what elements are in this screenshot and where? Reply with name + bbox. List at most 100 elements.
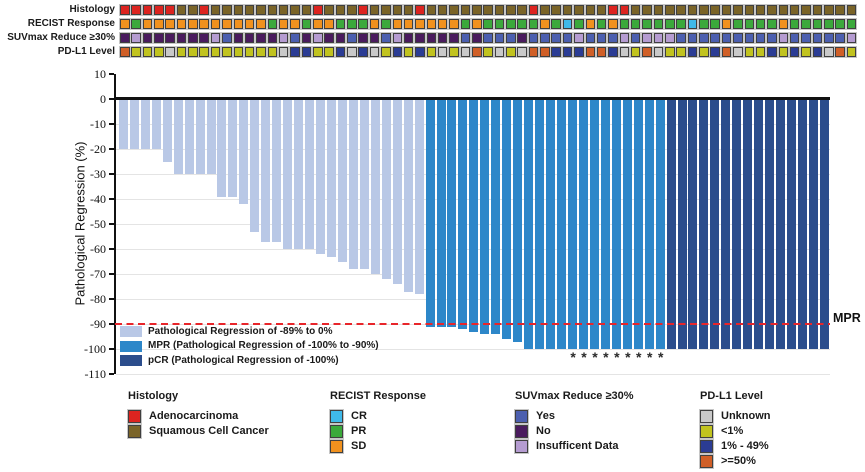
track-cell-histology — [665, 5, 675, 15]
track-cell-histology — [347, 5, 357, 15]
track-cell-suvmax — [665, 33, 675, 43]
track-cell-recist — [313, 19, 323, 29]
track-cell-histology — [608, 5, 618, 15]
gridline — [116, 349, 830, 350]
track-cell-histology — [210, 5, 221, 15]
track-cell-pdl1 — [222, 47, 232, 57]
mpr-threshold-line — [115, 322, 830, 325]
y-tick-label: -80 — [90, 292, 106, 306]
track-cell-suvmax — [517, 33, 527, 43]
track-cell-recist — [710, 19, 720, 29]
bar — [469, 99, 479, 332]
track-cell-suvmax — [392, 33, 403, 43]
track-cell-recist — [494, 19, 505, 29]
track-cell-histology — [653, 5, 664, 15]
legend-swatch — [515, 440, 528, 453]
bar — [732, 99, 742, 349]
y-tick-label: 10 — [94, 67, 106, 81]
bar — [348, 99, 358, 269]
track-cell-histology — [256, 5, 266, 15]
track-cell-recist — [596, 19, 607, 29]
track-cell-histology — [358, 5, 368, 15]
track-cell-pdl1 — [449, 47, 459, 57]
bar — [151, 99, 161, 149]
y-tick-mark — [109, 123, 114, 125]
bar — [195, 99, 205, 174]
track-cell-suvmax — [131, 33, 141, 43]
track-cell-recist — [835, 19, 845, 29]
bar — [611, 99, 621, 349]
bar — [578, 99, 588, 349]
y-tick-label: -70 — [90, 267, 106, 281]
track-cell-pdl1 — [630, 47, 641, 57]
track-cell-recist — [506, 19, 516, 29]
track-cell-suvmax — [381, 33, 391, 43]
track-cell-pdl1 — [381, 47, 391, 57]
track-cell-pdl1 — [278, 47, 289, 57]
track-cell-histology — [188, 5, 198, 15]
track-cell-recist — [392, 19, 403, 29]
track-cell-histology — [767, 5, 777, 15]
bar — [305, 99, 315, 249]
track-cell-pdl1 — [540, 47, 550, 57]
track-cell-recist — [528, 19, 539, 29]
y-tick-mark — [109, 173, 114, 175]
bar — [743, 99, 753, 349]
track-cell-histology — [176, 5, 187, 15]
track-cell-suvmax — [256, 33, 266, 43]
track-cell-suvmax — [301, 33, 312, 43]
track-cell-histology — [801, 5, 811, 15]
y-tick-label: -20 — [90, 142, 106, 156]
track-cell-recist — [142, 19, 153, 29]
track-cell-suvmax — [540, 33, 550, 43]
track-cell-recist — [256, 19, 266, 29]
track-cell-pdl1 — [176, 47, 187, 57]
track-cell-histology — [676, 5, 686, 15]
track-cell-suvmax — [608, 33, 618, 43]
track-cell-suvmax — [528, 33, 539, 43]
track-cell-histology — [528, 5, 539, 15]
track-cell-histology — [120, 5, 130, 15]
track-cell-histology — [846, 5, 857, 15]
track-cell-recist — [290, 19, 300, 29]
track-cell-pdl1 — [528, 47, 539, 57]
bar — [513, 99, 523, 342]
track-cell-recist — [801, 19, 811, 29]
track-cell-pdl1 — [767, 47, 777, 57]
track-cell-suvmax — [154, 33, 164, 43]
track-cell-recist — [176, 19, 187, 29]
track-cell-recist — [131, 19, 141, 29]
bar — [359, 99, 369, 269]
track-cell-recist — [699, 19, 709, 29]
track-cell-histology — [699, 5, 709, 15]
track-cell-pdl1 — [506, 47, 516, 57]
track-cell-recist — [778, 19, 789, 29]
track-cell-pdl1 — [347, 47, 357, 57]
track-cell-suvmax — [188, 33, 198, 43]
bar — [129, 99, 139, 149]
track-cell-histology — [630, 5, 641, 15]
track-cell-recist — [381, 19, 391, 29]
bar — [589, 99, 599, 349]
track-cell-recist — [437, 19, 448, 29]
bar — [819, 99, 829, 349]
track-cell-histology — [619, 5, 630, 15]
track-cell-suvmax — [494, 33, 505, 43]
bar — [294, 99, 304, 249]
track-cell-suvmax — [426, 33, 437, 43]
track-cell-pdl1 — [131, 47, 141, 57]
track-cell-recist — [665, 19, 675, 29]
track-cell-pdl1 — [721, 47, 732, 57]
bar — [787, 99, 797, 349]
track-cell-histology — [392, 5, 403, 15]
track-cell-histology — [199, 5, 209, 15]
y-tick-mark — [109, 348, 114, 350]
plot-legend-label-mpr: MPR (Pathological Regression of -100% to… — [148, 340, 379, 351]
bar — [600, 99, 610, 349]
bar — [414, 99, 424, 294]
track-cell-pdl1 — [778, 47, 789, 57]
track-cell-suvmax — [460, 33, 471, 43]
track-cell-histology — [267, 5, 278, 15]
y-tick-mark — [109, 323, 114, 325]
track-cell-histology — [789, 5, 800, 15]
